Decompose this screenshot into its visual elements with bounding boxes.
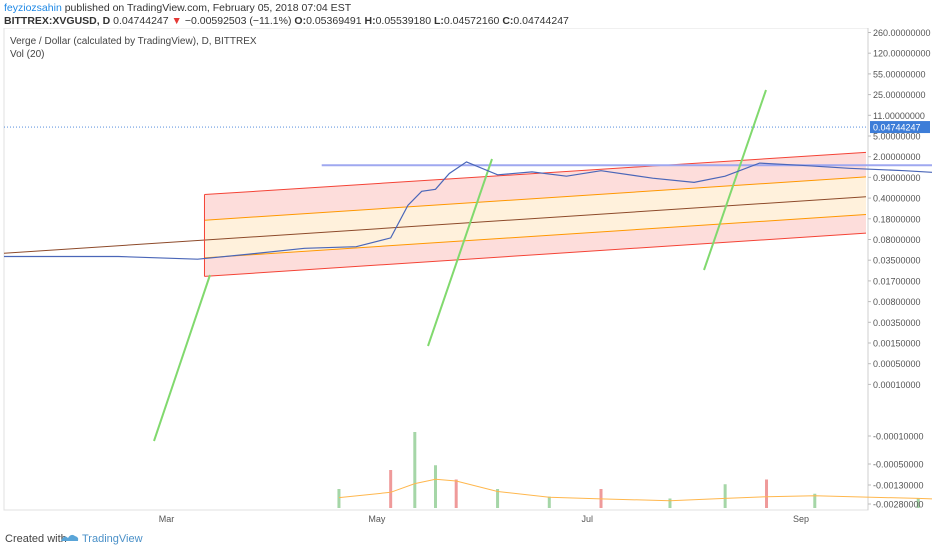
volume-tick-label-1: -0.00050000 (873, 460, 924, 470)
channel-upper-band (204, 152, 866, 221)
price-tick-label-15: 0.00150000 (873, 339, 921, 349)
price-tick-label-9: 0.18000000 (873, 214, 921, 224)
volume-bar-1 (389, 470, 393, 508)
time-tick-label-1: May (368, 514, 386, 524)
plot-frame (3, 28, 869, 511)
channel-top-line (204, 151, 867, 196)
price-tick-label-17: 0.00010000 (873, 380, 921, 390)
symbol-label: BITTREX:XVGUSD, D (4, 15, 111, 27)
open-value: 0.05369491 (306, 15, 362, 27)
time-tick-label-3: Sep (793, 514, 809, 524)
created-with-text: Created with (5, 533, 67, 545)
volume-bar-10 (765, 479, 769, 508)
footer: Created with TradingView (0, 528, 932, 550)
time-tick-label-2: Jul (581, 514, 593, 524)
published-info: published on TradingView.com, February 0… (64, 2, 352, 14)
price-tick-label-2: 55.00000000 (873, 69, 926, 79)
trend-line-1 (427, 158, 493, 347)
volume-bar-2 (413, 432, 417, 508)
price-tick-label-16: 0.00050000 (873, 359, 921, 369)
low-value: 0.04572160 (443, 15, 500, 27)
last-price-badge (870, 121, 930, 134)
channel-mid-line (3, 196, 867, 254)
volume-bar-9 (723, 484, 727, 508)
price-chart[interactable]: 260.00000000 120.00000000 55.00000000 25.00… (0, 28, 932, 528)
volume-bar-8 (668, 498, 672, 508)
volume-label: Vol (20) (10, 49, 44, 60)
volume-bar-12 (916, 498, 920, 508)
trend-line-2 (703, 89, 767, 271)
open-label: O: (294, 15, 307, 27)
high-label: H: (364, 15, 376, 27)
down-arrow-icon: ▼ (171, 15, 182, 27)
price-tick-label-6: 2.00000000 (873, 152, 921, 162)
price-tick-label-8: 0.40000000 (873, 194, 921, 204)
last-price-badge-label: 0.04744247 (873, 123, 921, 133)
close-value: 0.04744247 (513, 15, 569, 27)
price-tick-label-13: 0.00800000 (873, 297, 921, 307)
low-label: L: (433, 15, 444, 27)
ohlc-line: BITTREX:XVGUSD, D 0.04744247 ▼ −0.005925… (4, 15, 569, 27)
channel-inner-lower-line (204, 214, 867, 259)
time-tick-label-0: Mar (159, 514, 175, 524)
close-label: C: (502, 15, 514, 27)
volume-bar-5 (496, 489, 500, 508)
volume-tick-label-3: -0.00280000 (873, 500, 924, 510)
change-value: −0.00592503 (−11.1%) (184, 15, 292, 27)
publish-line: feyziozsahin published on TradingView.co… (4, 2, 351, 14)
price-value: 0.04744247 (113, 15, 169, 27)
volume-bar-4 (454, 479, 458, 508)
price-tick-label-11: 0.03500000 (873, 256, 921, 266)
price-tick-label-1: 120.00000000 (873, 49, 931, 59)
trend-line-0 (153, 274, 211, 442)
channel-inner-band (204, 176, 866, 258)
chart-title: Verge / Dollar (calculated by TradingVie… (10, 36, 257, 47)
price-tick-label-7: 0.90000000 (873, 173, 921, 183)
tradingview-brand[interactable]: TradingView (82, 533, 143, 545)
volume-ma-line (338, 478, 932, 502)
tradingview-logo-icon (61, 534, 79, 541)
price-tick-label-14: 0.00350000 (873, 318, 921, 328)
volume-bar-0 (337, 489, 341, 508)
author-link[interactable]: feyziozsahin (4, 2, 62, 14)
high-value: 0.05539180 (375, 15, 432, 27)
price-line (4, 161, 932, 260)
price-tick-label-5: 5.00000000 (873, 132, 921, 142)
volume-bar-11 (813, 493, 817, 508)
price-tick-label-0: 260.00000000 (873, 28, 931, 38)
price-tick-label-10: 0.08000000 (873, 235, 921, 245)
volume-bar-3 (434, 465, 437, 508)
price-tick-label-4: 11.00000000 (873, 111, 925, 121)
price-tick-label-12: 0.01700000 (873, 276, 921, 286)
volume-bar-6 (547, 496, 551, 508)
volume-tick-label-0: -0.00010000 (873, 432, 924, 442)
channel-lower-band (204, 214, 866, 277)
price-tick-label-3: 25.00000000 (873, 90, 926, 100)
channel-inner-upper-line (204, 176, 867, 221)
volume-tick-label-2: -0.00130000 (873, 481, 924, 491)
chart-header: feyziozsahin published on TradingView.co… (0, 0, 932, 28)
channel-bottom-line (204, 232, 867, 277)
